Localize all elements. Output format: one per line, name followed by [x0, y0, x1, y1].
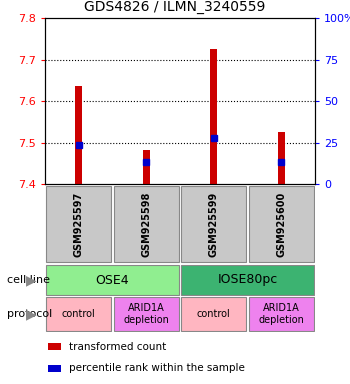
Bar — [46, 185, 111, 262]
Text: GDS4826 / ILMN_3240559: GDS4826 / ILMN_3240559 — [84, 0, 266, 14]
Text: transformed count: transformed count — [69, 341, 167, 352]
Text: ▶: ▶ — [26, 307, 36, 321]
Bar — [143, 150, 150, 184]
Text: ARID1A
depletion: ARID1A depletion — [123, 303, 169, 325]
Text: IOSE80pc: IOSE80pc — [217, 273, 278, 286]
Bar — [249, 298, 314, 331]
Text: control: control — [62, 309, 96, 319]
Bar — [249, 185, 314, 262]
Text: GSM925597: GSM925597 — [74, 191, 84, 257]
Text: percentile rank within the sample: percentile rank within the sample — [69, 363, 245, 373]
Bar — [278, 132, 285, 184]
Bar — [181, 298, 246, 331]
Bar — [46, 298, 111, 331]
Bar — [75, 86, 82, 184]
Text: GSM925600: GSM925600 — [276, 191, 286, 257]
Text: OSE4: OSE4 — [96, 273, 129, 286]
Text: cell line: cell line — [7, 275, 50, 285]
Bar — [114, 298, 178, 331]
Text: control: control — [197, 309, 231, 319]
Bar — [48, 343, 61, 350]
Text: ▶: ▶ — [26, 273, 36, 287]
Text: protocol: protocol — [7, 309, 52, 319]
Bar — [46, 265, 178, 295]
Bar — [114, 185, 178, 262]
Text: GSM925598: GSM925598 — [141, 191, 151, 257]
Bar — [210, 49, 217, 184]
Bar — [48, 365, 61, 372]
Bar — [181, 185, 246, 262]
Text: ARID1A
depletion: ARID1A depletion — [258, 303, 304, 325]
Bar — [181, 265, 314, 295]
Text: GSM925599: GSM925599 — [209, 191, 219, 257]
